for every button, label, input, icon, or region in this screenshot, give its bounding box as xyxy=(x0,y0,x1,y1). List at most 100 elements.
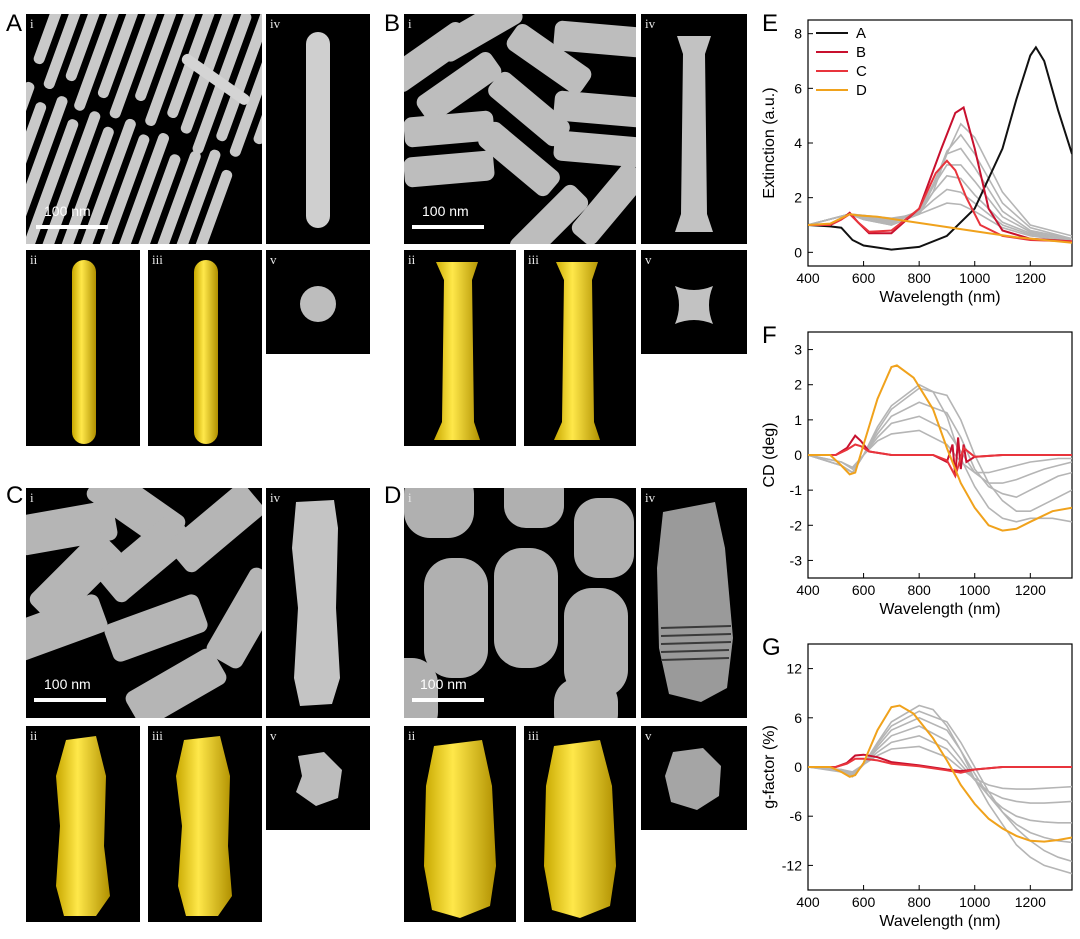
scale-bar-d xyxy=(412,698,484,702)
label-b-ii: ii xyxy=(408,252,416,267)
label-d-v: v xyxy=(645,728,652,743)
label-d-ii: ii xyxy=(408,728,416,743)
scale-bar-label-c: 100 nm xyxy=(44,676,91,692)
g-factor-chart: 400 600 800 1000 1200 -12 -6 0 6 12 Wavelength (nm… xyxy=(761,643,1073,930)
extinction-chart: 400 600 800 1000 1200 0 2 4 6 8 Wavelength (nm) Ext… xyxy=(761,19,1073,306)
scale-bar-c xyxy=(34,698,106,702)
panel-a-cross-section xyxy=(266,250,370,354)
y-tick-label-f: 3 xyxy=(794,342,802,358)
gray-series-line-g xyxy=(808,710,1072,863)
x-axis-label-f: Wavelength (nm) xyxy=(879,601,1000,618)
label-a-iii: iii xyxy=(152,252,163,267)
y-axis-label-g: g-factor (%) xyxy=(761,725,778,809)
label-b-iii: iii xyxy=(528,252,539,267)
legend-label-a: A xyxy=(856,25,866,42)
panel-a-3d-rod-ii xyxy=(26,250,140,446)
x-tick-label-g: 800 xyxy=(907,894,931,910)
panel-d-cross-section xyxy=(641,726,747,830)
panel-d-3d-rod-ii xyxy=(404,726,516,922)
x-tick-label-g: 1000 xyxy=(959,894,990,910)
x-tick-label-e: 400 xyxy=(796,270,820,286)
y-tick-label-e: 4 xyxy=(794,135,802,151)
panel-label-b: B xyxy=(384,10,401,37)
scale-bar-b xyxy=(412,225,484,229)
label-d-iv: iv xyxy=(645,490,656,505)
panel-a-sem-image xyxy=(26,14,262,244)
y-tick-label-f: -3 xyxy=(790,552,803,568)
panel-d-3d-rod-iii xyxy=(524,726,636,922)
series-line-e-a xyxy=(808,45,1072,251)
y-tick-label-g: 0 xyxy=(794,759,802,775)
series-line-f-c xyxy=(808,443,1072,479)
cd-chart: 400 600 800 1000 1200 -3 -2 -1 0 1 2 3 Wavelength (n… xyxy=(761,331,1073,618)
scale-bar-label-b: 100 nm xyxy=(422,203,469,219)
panel-c-3d-rod-ii xyxy=(26,726,140,922)
panel-label-c: C xyxy=(6,482,24,509)
y-tick-label-e: 0 xyxy=(794,244,802,260)
panel-label-d: D xyxy=(384,482,402,509)
x-tick-label-e: 800 xyxy=(907,270,931,286)
label-a-ii: ii xyxy=(30,252,38,267)
gray-series-line-f xyxy=(808,383,1072,523)
y-tick-label-e: 8 xyxy=(794,26,802,42)
label-c-iii: iii xyxy=(152,728,163,743)
scale-bar-a xyxy=(36,225,108,229)
scale-bar-label-a: 100 nm xyxy=(44,203,91,219)
y-tick-label-g: 6 xyxy=(794,710,802,726)
label-d-i: i xyxy=(408,490,412,505)
panel-b-3d-rod-iii xyxy=(524,250,636,446)
x-tick-label-f: 400 xyxy=(796,582,820,598)
label-a-i: i xyxy=(30,16,34,31)
x-tick-label-f: 800 xyxy=(907,582,931,598)
label-c-v: v xyxy=(270,728,277,743)
x-tick-label-e: 600 xyxy=(852,270,876,286)
label-a-iv: iv xyxy=(270,16,281,31)
nanorod-array-thin xyxy=(26,14,262,244)
x-tick-label-e: 1200 xyxy=(1015,270,1046,286)
gray-series-line-e xyxy=(808,122,1072,237)
series-line-e-d xyxy=(808,213,1072,244)
panel-label-g: G xyxy=(762,634,781,661)
label-a-v: v xyxy=(270,252,277,267)
plot-frame-e xyxy=(807,19,1073,267)
legend-label-d: D xyxy=(856,82,867,99)
x-tick-label-g: 600 xyxy=(852,894,876,910)
y-tick-label-f: 2 xyxy=(794,377,802,393)
x-tick-label-g: 400 xyxy=(796,894,820,910)
label-d-iii: iii xyxy=(528,728,539,743)
y-tick-label-g: 12 xyxy=(786,661,802,677)
series-line-g-d xyxy=(808,704,1072,843)
y-tick-label-g: -6 xyxy=(790,808,803,824)
y-axis-label-e: Extinction (a.u.) xyxy=(761,87,778,198)
x-tick-label-g: 1200 xyxy=(1015,894,1046,910)
label-c-iv: iv xyxy=(270,490,281,505)
legend-label-c: C xyxy=(856,63,867,80)
label-c-ii: ii xyxy=(30,728,38,743)
x-tick-label-e: 1000 xyxy=(959,270,990,286)
x-axis-label-e: Wavelength (nm) xyxy=(879,289,1000,306)
x-tick-label-f: 1000 xyxy=(959,582,990,598)
panel-b-single-rod xyxy=(641,14,747,244)
series-line-f-d xyxy=(808,364,1072,532)
y-tick-label-e: 6 xyxy=(794,80,802,96)
scale-bar-label-d: 100 nm xyxy=(420,676,467,692)
label-c-i: i xyxy=(30,490,34,505)
panel-b-3d-rod-ii xyxy=(404,250,516,446)
panel-label-f: F xyxy=(762,322,777,349)
y-tick-label-g: -12 xyxy=(782,857,802,873)
panel-a-single-rod xyxy=(266,14,370,244)
panel-c-single-rod xyxy=(266,488,370,718)
panel-b-sem-image xyxy=(404,14,636,244)
label-b-v: v xyxy=(645,252,652,267)
legend-label-b: B xyxy=(856,44,866,61)
panel-c-sem-image xyxy=(26,488,262,718)
y-tick-label-f: 1 xyxy=(794,412,802,428)
label-b-i: i xyxy=(408,16,412,31)
panel-label-a: A xyxy=(6,10,23,37)
panel-c-cross-section xyxy=(266,726,370,830)
y-tick-label-f: -1 xyxy=(790,482,803,498)
panel-a-3d-rod-iii xyxy=(148,250,262,446)
y-tick-label-f: -2 xyxy=(790,517,803,533)
x-tick-label-f: 1200 xyxy=(1015,582,1046,598)
y-tick-label-e: 2 xyxy=(794,190,802,206)
